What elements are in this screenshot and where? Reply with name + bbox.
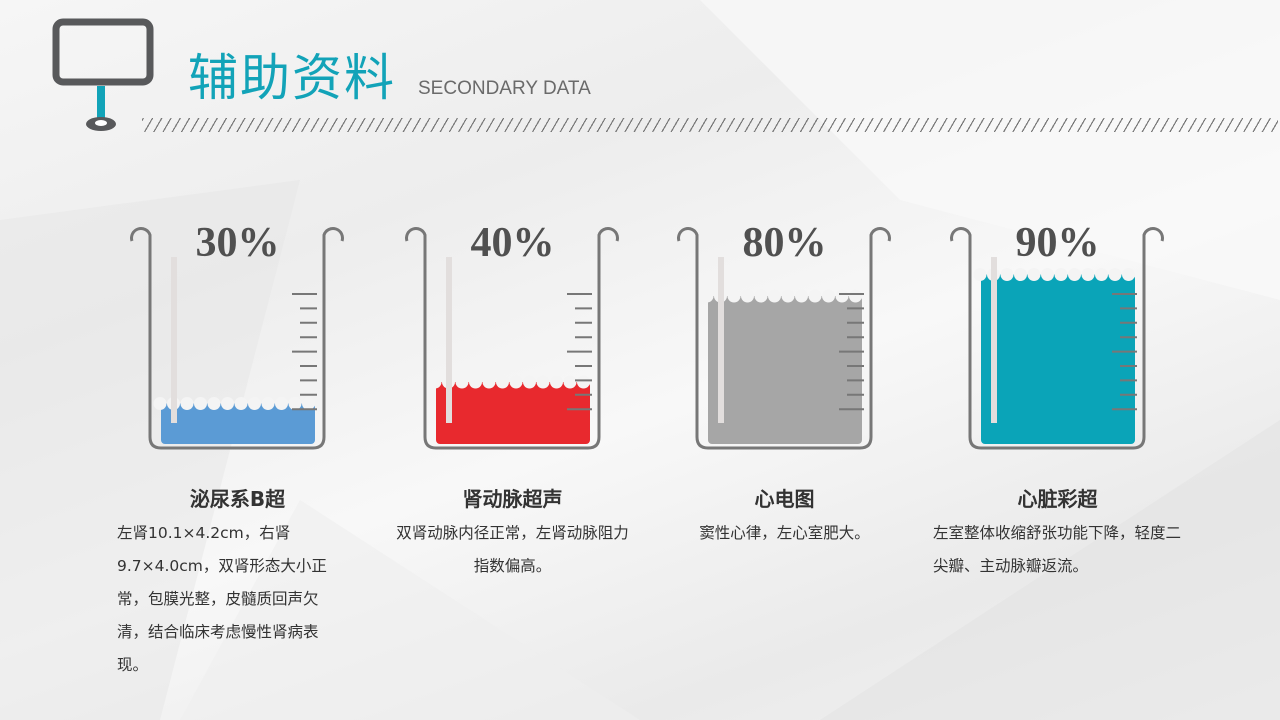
wave-crest <box>795 289 808 303</box>
wave-crest <box>835 289 849 303</box>
item-title: 肾动脉超声 <box>462 487 563 511</box>
beaker-outline <box>677 227 891 450</box>
item-title: 心脏彩超 <box>1017 487 1098 511</box>
wave-crest <box>849 289 862 303</box>
item-title: 心电图 <box>754 487 815 511</box>
wave-crest <box>1000 268 1014 281</box>
liquid-fill <box>436 382 590 444</box>
stirring-rod <box>446 257 452 423</box>
percent-label: 90% <box>1015 220 1100 266</box>
item-description: 窦性心律，左心室肥大。 <box>699 524 870 542</box>
wave-crest <box>302 397 315 410</box>
beaker-outline <box>405 227 619 450</box>
wave-crest <box>482 375 496 389</box>
item-description: 左肾10.1×4.2cm，右肾9.7×4.0cm，双肾形态大小正常，包膜光整，皮… <box>117 524 327 674</box>
page-title: 辅助资料 <box>188 49 396 107</box>
wave-crest <box>700 289 714 303</box>
wave-crest <box>1027 268 1041 281</box>
wave-crest <box>727 289 741 303</box>
hatch-divider <box>142 118 1278 132</box>
wave-crest <box>248 397 261 410</box>
wave-crest <box>808 289 822 303</box>
wave-crest <box>536 375 550 389</box>
beaker-outline <box>950 227 1164 450</box>
beaker <box>130 227 344 450</box>
wave-crest <box>973 268 987 281</box>
stirring-rod <box>991 257 997 423</box>
beaker <box>677 227 891 450</box>
beaker-outline <box>130 227 344 450</box>
percent-label: 80% <box>742 220 827 266</box>
liquid-fill <box>708 296 862 444</box>
wave-crest <box>509 375 523 389</box>
wave-crest <box>1014 268 1027 281</box>
wave-crest <box>207 397 221 410</box>
signboard-icon <box>52 18 154 131</box>
percent-label: 40% <box>470 220 555 266</box>
item-title: 泌尿系B超 <box>189 487 286 511</box>
wave-crest <box>1122 268 1135 281</box>
beaker <box>405 227 619 450</box>
wave-crest <box>1054 268 1068 281</box>
wave-crest <box>234 397 248 410</box>
page-subtitle: SECONDARY DATA <box>418 78 591 99</box>
wave-crest <box>822 289 835 303</box>
wave-crest <box>1041 268 1054 281</box>
wave-crest <box>261 397 275 410</box>
wave-crest <box>1068 268 1081 281</box>
wave-crest <box>741 289 754 303</box>
wave-crest <box>563 375 577 389</box>
liquid-fill <box>161 403 315 444</box>
item-description: 左室整体收缩舒张功能下降，轻度二尖瓣、主动脉瓣返流。 <box>933 524 1182 575</box>
percent-label: 30% <box>195 220 280 266</box>
wave-crest <box>781 289 795 303</box>
item-description: 双肾动脉内径正常，左肾动脉阻力指数偏高。 <box>396 524 629 575</box>
liquid-fill <box>981 274 1135 444</box>
stirring-rod <box>718 257 724 423</box>
wave-crest <box>754 289 768 303</box>
wave-crest <box>577 375 590 389</box>
wave-crest <box>221 397 234 410</box>
wave-crest <box>153 397 167 410</box>
wave-crest <box>523 375 536 389</box>
wave-crest <box>275 397 288 410</box>
wave-crest <box>550 375 563 389</box>
stirring-rod <box>171 257 177 423</box>
wave-crest <box>194 397 207 410</box>
wave-crest <box>469 375 482 389</box>
wave-crest <box>1108 268 1122 281</box>
wave-crest <box>496 375 509 389</box>
wave-crest <box>455 375 469 389</box>
wave-crest <box>1081 268 1095 281</box>
wave-crest <box>180 397 194 410</box>
wave-crest <box>768 289 781 303</box>
wave-crest <box>1095 268 1108 281</box>
beaker <box>950 227 1164 450</box>
wave-crest <box>288 397 302 410</box>
wave-crest <box>428 375 442 389</box>
